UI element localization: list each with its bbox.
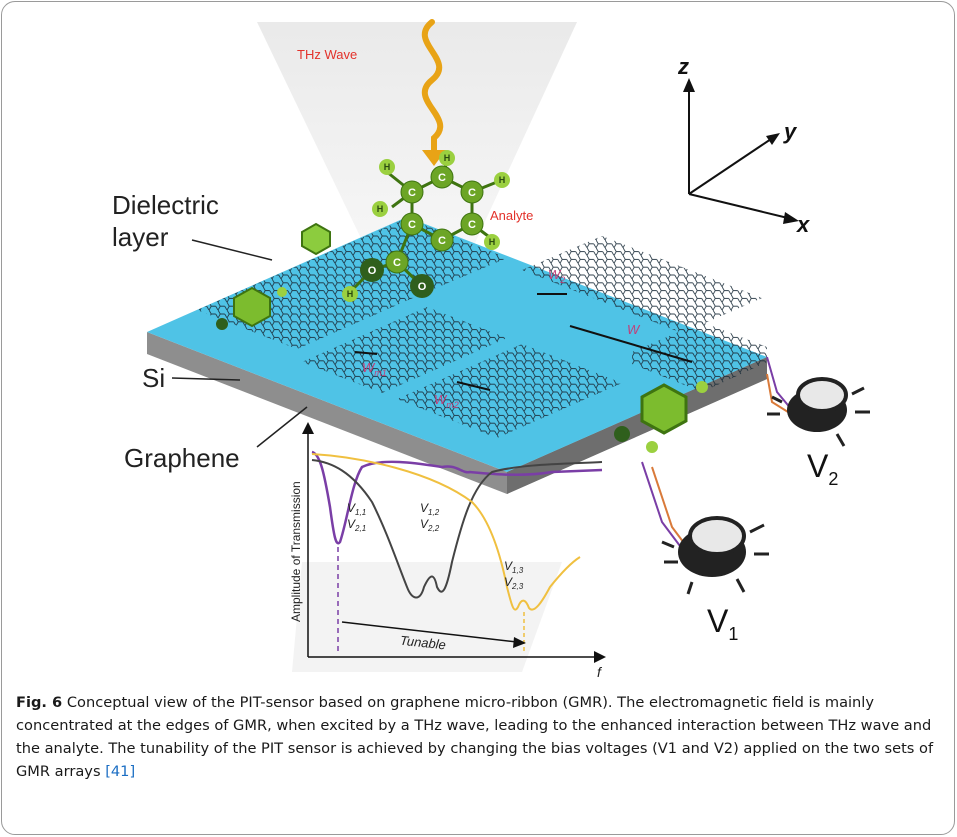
y-axis-label: y: [783, 119, 798, 144]
analyte-label: Analyte: [490, 208, 533, 223]
reference-link[interactable]: [41]: [105, 763, 136, 780]
atom-label: C: [408, 187, 416, 199]
transmission-inset: Amplitude of Transmission f Tunable V1,1…: [289, 422, 606, 680]
atom-label: H: [489, 237, 496, 247]
atom-label: H: [444, 153, 451, 163]
dielectric-label: Dielectric layer: [112, 190, 226, 252]
atom-label: C: [438, 235, 446, 247]
atom-label: C: [468, 219, 476, 231]
w-label: W: [627, 322, 641, 337]
wm1-label: Wm1: [362, 360, 387, 378]
v22-label: V2,2: [420, 517, 440, 533]
x-axis-label: x: [796, 212, 810, 237]
figure-caption: Fig. 6 Conceptual view of the PIT-sensor…: [16, 691, 946, 783]
caption-text: Conceptual view of the PIT-sensor based …: [16, 694, 934, 780]
atom-label: H: [499, 175, 506, 185]
gold-curve: [311, 453, 581, 611]
inset-ylabel: Amplitude of Transmission: [289, 481, 303, 622]
v2-label: V2: [807, 448, 838, 489]
v1-label: V1: [707, 603, 738, 644]
small-molecule-left: [216, 286, 287, 330]
small-molecule-right: [614, 381, 708, 453]
v11-label: V1,1: [347, 501, 366, 517]
v21-label: V2,1: [347, 517, 366, 533]
wm2-label: Wm2: [434, 392, 459, 410]
atom-label: C: [438, 172, 446, 184]
atom-label: O: [368, 265, 377, 277]
atom-label: C: [468, 187, 476, 199]
tunable-label: Tunable: [399, 633, 446, 653]
inset-xlabel: f: [597, 664, 603, 680]
small-molecule-top: [301, 222, 331, 256]
atom-label: H: [384, 162, 391, 172]
voltage-knob-v2: [767, 377, 870, 447]
coordinate-axes: [688, 87, 793, 220]
purple-curve: [311, 450, 603, 545]
graphene-label: Graphene: [124, 443, 240, 473]
atom-label: H: [347, 289, 354, 299]
atom-label: C: [393, 257, 401, 269]
width-markers: [354, 293, 693, 391]
thz-wave-arrow: [421, 19, 444, 155]
w2-label: W2: [548, 267, 565, 285]
z-axis-label: z: [677, 54, 689, 79]
v12-label: V1,2: [420, 501, 440, 517]
thz-wave-label: THz Wave: [297, 47, 357, 62]
atom-label: O: [418, 281, 427, 293]
v13-label: V1,3: [504, 559, 524, 575]
atom-label: H: [377, 204, 384, 214]
figure-label: Fig. 6: [16, 694, 63, 711]
lower-light-cone: [292, 562, 562, 672]
v23-label: V2,3: [504, 575, 524, 591]
figure-illustration: THz Wave: [112, 19, 870, 680]
gray-curve: [311, 459, 603, 599]
atom-label: C: [408, 219, 416, 231]
si-label: Si: [142, 363, 165, 393]
upper-light-cone: [257, 22, 577, 282]
voltage-knob-v1: [661, 516, 769, 595]
